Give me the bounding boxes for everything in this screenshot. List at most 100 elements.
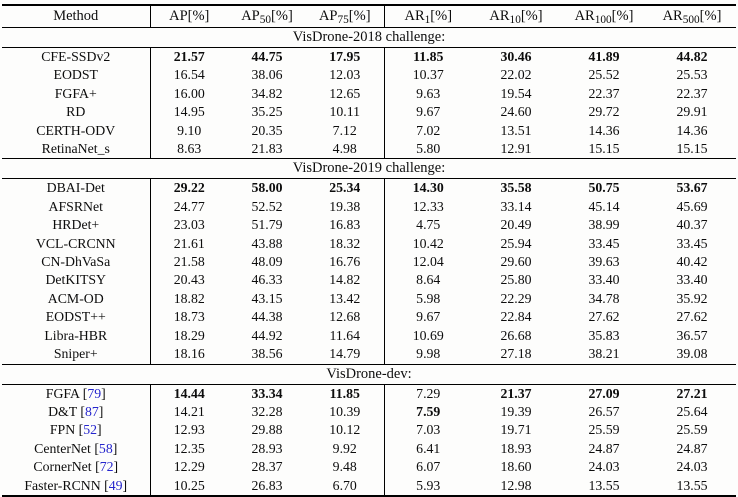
value-cell: 12.29 bbox=[173, 459, 205, 475]
value-cell: 10.37 bbox=[412, 67, 444, 83]
column-header-label: AR bbox=[662, 8, 683, 24]
value-cell: 45.69 bbox=[676, 198, 708, 214]
value-cell: 17.95 bbox=[306, 47, 385, 67]
value-cell: 25.52 bbox=[588, 67, 620, 83]
value-cell: 9.67 bbox=[416, 104, 441, 120]
value-cell: 25.59 bbox=[588, 422, 620, 438]
table-row: DetKITSY 20.43 46.33 14.82 8.64 25.80 33.40 33.… bbox=[2, 271, 736, 290]
table-row: DBAI-Det 29.22 58.00 25.34 14.30 35.58 50.75 53… bbox=[2, 178, 736, 198]
value-cell: 20.49 bbox=[500, 217, 532, 233]
value-cell: 9.67 bbox=[416, 309, 441, 325]
column-header-label: AR bbox=[404, 8, 425, 24]
table-row: ACM-OD 18.82 43.15 13.42 5.98 22.29 34.78 35.92 bbox=[2, 289, 736, 309]
value-cell: 7.03 bbox=[416, 422, 441, 438]
method-name: HRDet+ bbox=[52, 217, 100, 233]
column-header-subscript: 50 bbox=[259, 14, 272, 26]
citation-link[interactable]: 52 bbox=[83, 422, 98, 438]
method-name: CERTH-ODV bbox=[36, 122, 116, 138]
column-header-ar500: AR500[%] bbox=[648, 5, 736, 28]
section-title: VisDrone-2018 challenge: bbox=[2, 27, 736, 48]
value-cell: 16.83 bbox=[306, 216, 385, 235]
value-cell: 14.82 bbox=[306, 271, 385, 290]
header-row: Method AP[%] AP50[%] AP75[%] AR1[%] AR10… bbox=[2, 5, 736, 28]
citation-bracket-open: [ bbox=[75, 422, 84, 438]
value-cell: 6.70 bbox=[306, 476, 385, 496]
value-cell: 41.89 bbox=[588, 49, 620, 64]
value-cell: 27.62 bbox=[676, 309, 708, 325]
value-cell: 23.03 bbox=[173, 217, 205, 233]
method-cell: Libra-HBR bbox=[2, 326, 151, 346]
value-cell: 34.82 bbox=[251, 85, 283, 101]
method-cell: DBAI-Det bbox=[2, 178, 151, 198]
value-cell: 11.85 bbox=[413, 49, 444, 64]
method-name: CN-DhVaSa bbox=[41, 254, 111, 270]
citation-link[interactable]: 87 bbox=[85, 403, 99, 419]
value-cell: 29.91 bbox=[676, 104, 708, 120]
table-row: CenterNet [58] 12.35 28.93 9.92 6.41 18.93 24.… bbox=[2, 439, 736, 459]
method-cell: FGFA [79] bbox=[2, 384, 151, 403]
value-cell: 29.88 bbox=[251, 422, 283, 438]
value-cell: 33.34 bbox=[251, 385, 283, 401]
value-cell: 22.29 bbox=[500, 290, 532, 306]
value-cell: 12.03 bbox=[306, 66, 385, 85]
value-cell: 18.16 bbox=[173, 346, 205, 362]
method-cell: VCL-CRCNN bbox=[2, 234, 151, 254]
method-cell: RetinaNet_s bbox=[2, 140, 151, 159]
citation-bracket-close: ] bbox=[112, 440, 118, 456]
value-cell: 7.12 bbox=[306, 121, 385, 141]
column-header-ar1: AR1[%] bbox=[384, 5, 472, 28]
column-header-label: AR bbox=[489, 8, 510, 24]
column-header-unit: [%] bbox=[430, 8, 453, 24]
value-cell: 12.91 bbox=[500, 141, 532, 157]
value-cell: 33.45 bbox=[588, 235, 620, 251]
value-cell: 28.93 bbox=[251, 440, 283, 456]
citation-link[interactable]: 72 bbox=[99, 459, 114, 475]
value-cell: 27.18 bbox=[500, 346, 532, 362]
citation-bracket-close: ] bbox=[97, 422, 102, 438]
column-header-label: AP bbox=[169, 8, 188, 24]
citation-bracket-open: [ bbox=[76, 403, 85, 419]
value-cell: 53.67 bbox=[676, 180, 708, 196]
value-cell: 39.08 bbox=[676, 346, 708, 362]
value-cell: 18.93 bbox=[500, 440, 532, 456]
value-cell: 21.61 bbox=[173, 235, 205, 251]
value-cell: 51.79 bbox=[251, 217, 283, 233]
value-cell: 25.80 bbox=[500, 272, 532, 288]
value-cell: 14.36 bbox=[588, 122, 620, 138]
table-row: CornerNet [72] 12.29 28.37 9.48 6.07 18.60 24.… bbox=[2, 458, 736, 477]
table-row: FPN [52] 12.93 29.88 10.12 7.03 19.71 25.59 25.… bbox=[2, 421, 736, 440]
value-cell: 39.63 bbox=[588, 254, 620, 270]
table-row: HRDet+ 23.03 51.79 16.83 4.75 20.49 38.99 40.37 bbox=[2, 216, 736, 235]
value-cell: 44.38 bbox=[251, 309, 283, 325]
value-cell: 10.69 bbox=[412, 327, 444, 343]
value-cell: 38.21 bbox=[588, 346, 620, 362]
value-cell: 25.53 bbox=[676, 67, 708, 83]
citation-bracket-open: [ bbox=[79, 385, 88, 401]
value-cell: 16.00 bbox=[173, 85, 205, 101]
value-cell: 43.88 bbox=[251, 235, 283, 251]
value-cell: 25.94 bbox=[500, 235, 532, 251]
method-cell: AFSRNet bbox=[2, 197, 151, 217]
value-cell: 29.72 bbox=[588, 104, 620, 120]
column-header-label: AP bbox=[241, 8, 260, 24]
citation-link[interactable]: 58 bbox=[98, 440, 113, 456]
value-cell: 18.32 bbox=[306, 234, 385, 254]
citation-link[interactable]: 49 bbox=[108, 477, 123, 493]
value-cell: 8.63 bbox=[177, 141, 202, 157]
value-cell: 18.29 bbox=[173, 327, 205, 343]
citation-link[interactable]: 79 bbox=[87, 385, 102, 401]
method-cell: Faster-RCNN [49] bbox=[2, 476, 151, 496]
method-cell: FGFA+ bbox=[2, 84, 151, 104]
value-cell: 7.02 bbox=[416, 122, 441, 138]
value-cell: 38.56 bbox=[251, 346, 283, 362]
value-cell: 44.92 bbox=[251, 327, 283, 343]
method-name: D&T bbox=[48, 403, 77, 419]
table-row: RD 14.95 35.25 10.11 9.67 24.60 29.72 29.91 bbox=[2, 103, 736, 122]
value-cell: 33.45 bbox=[676, 235, 708, 251]
value-cell: 15.15 bbox=[588, 141, 620, 157]
method-name: RD bbox=[66, 104, 86, 120]
value-cell: 4.75 bbox=[416, 217, 441, 233]
value-cell: 36.57 bbox=[676, 327, 708, 343]
value-cell: 14.36 bbox=[676, 122, 708, 138]
